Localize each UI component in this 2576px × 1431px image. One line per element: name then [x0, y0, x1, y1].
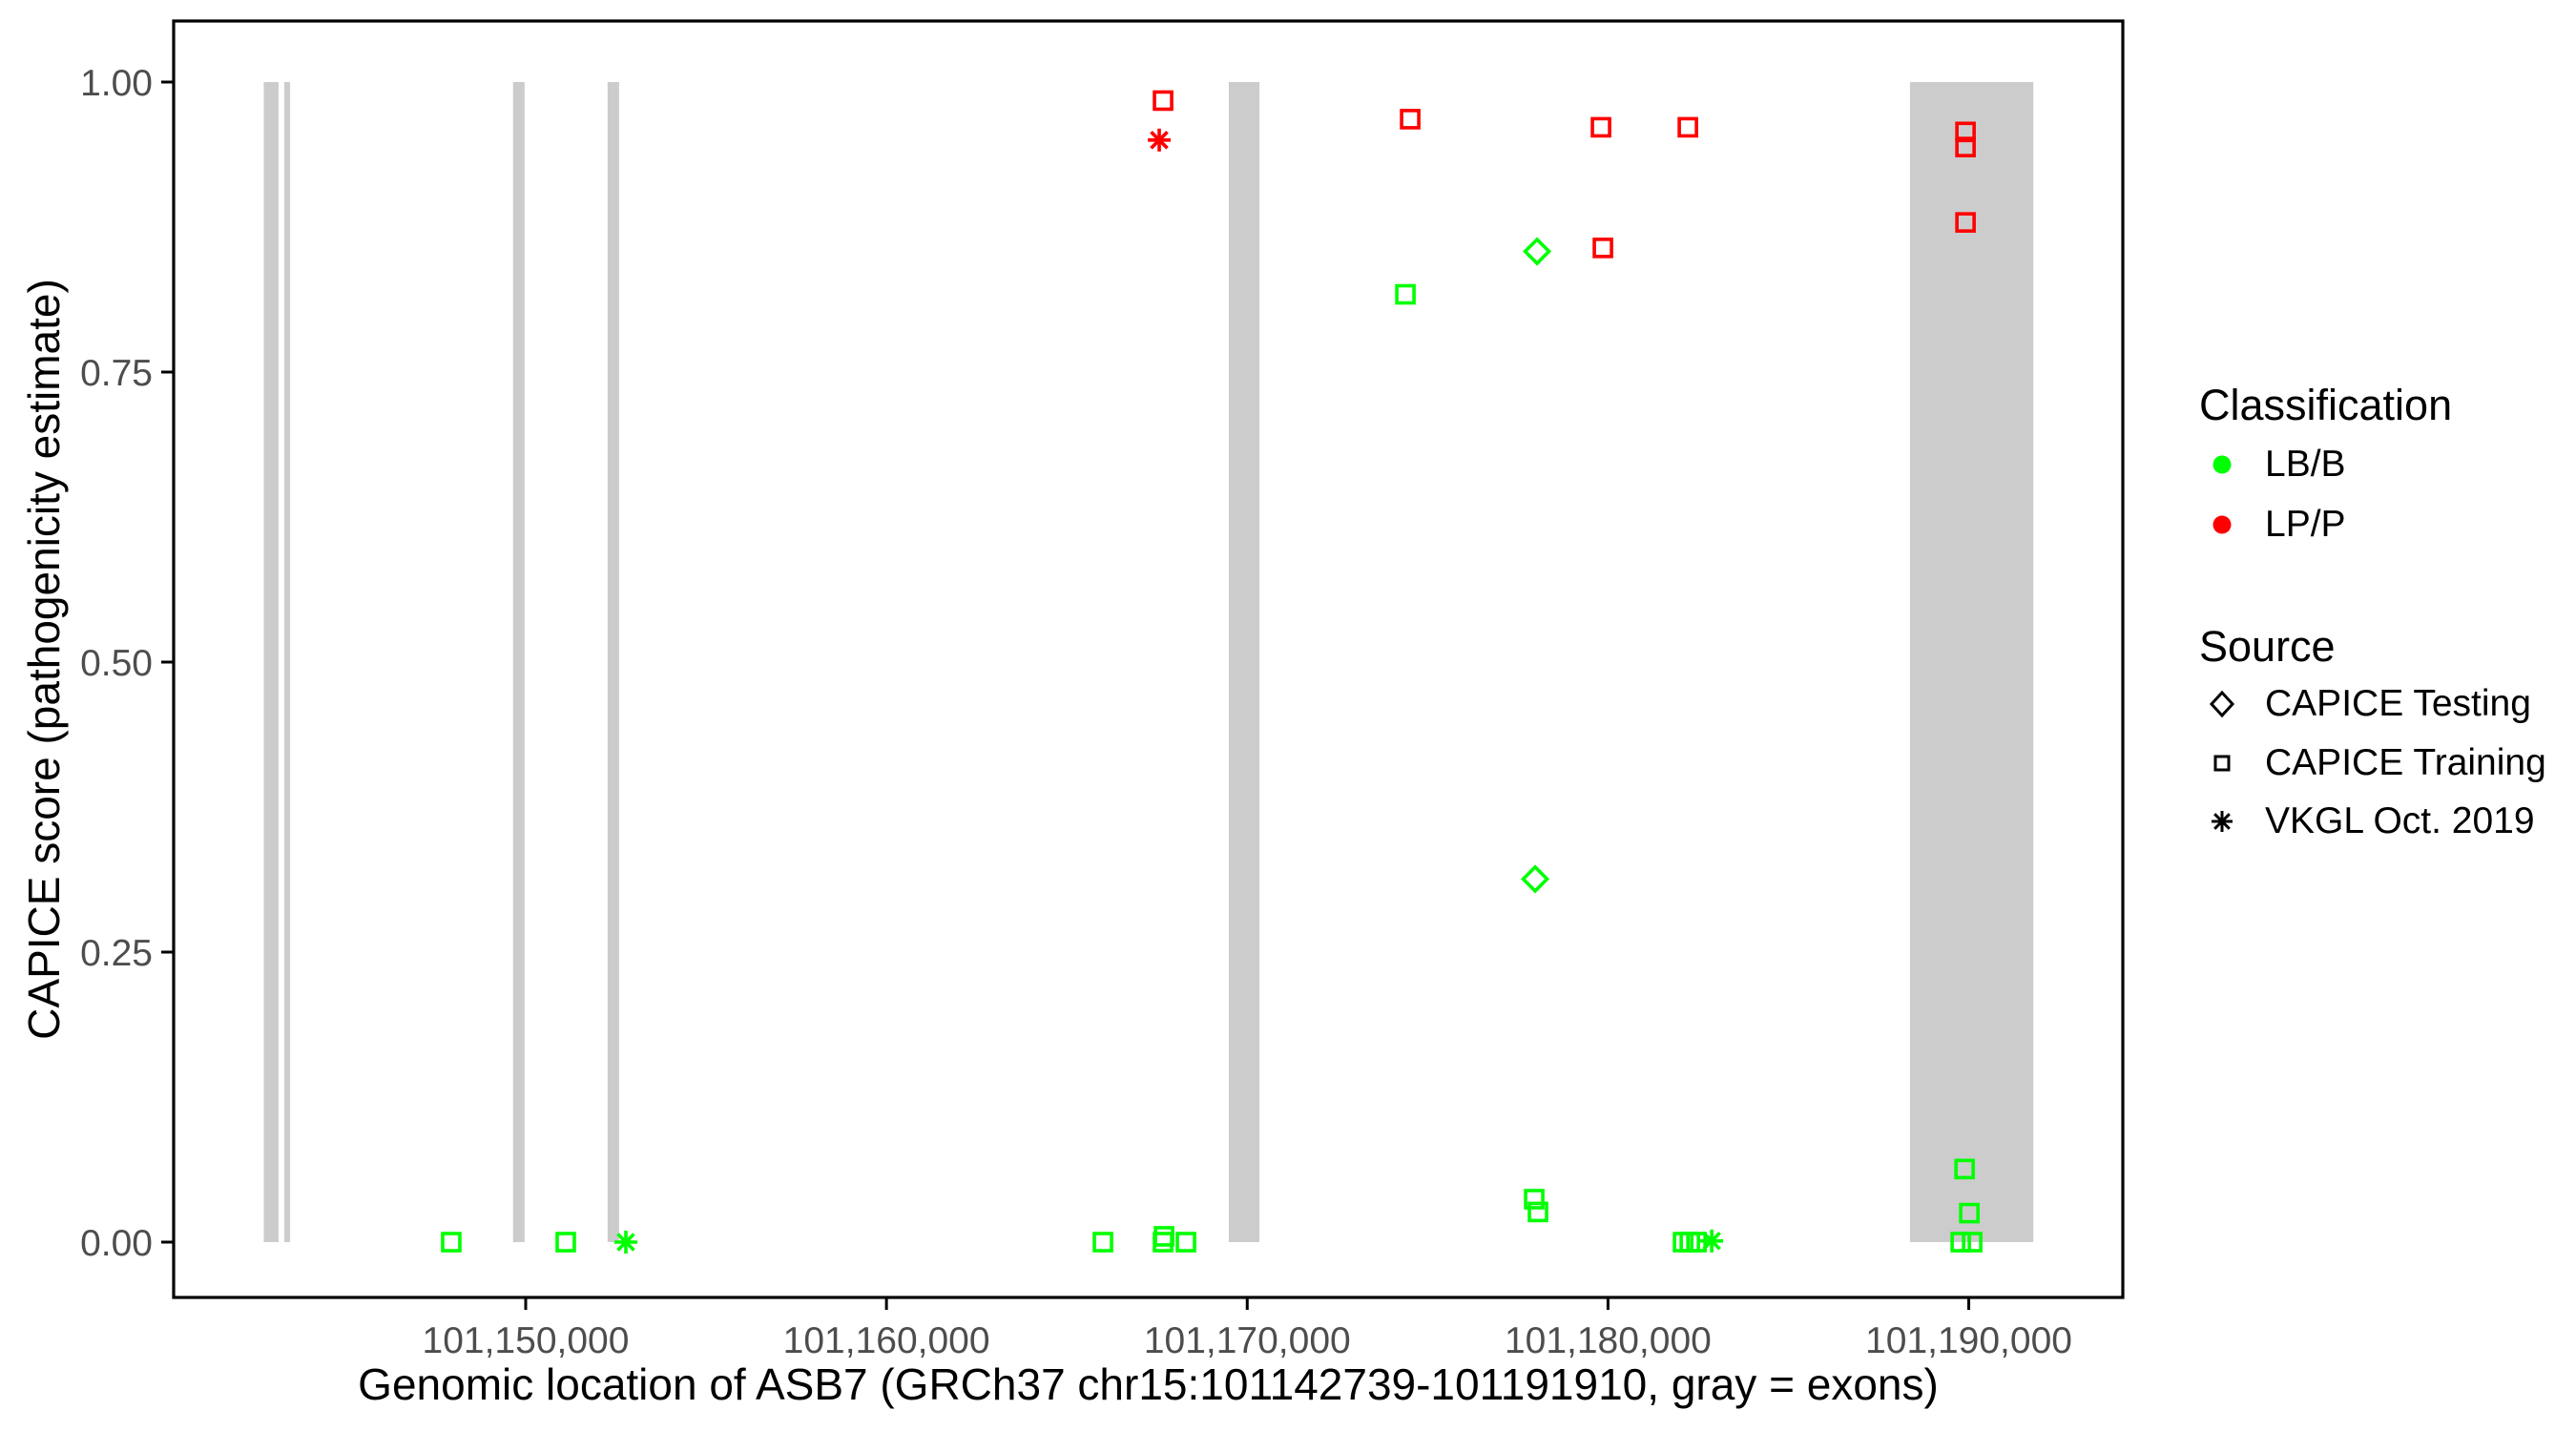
x-tick-label: 101,190,000	[1865, 1320, 2072, 1361]
x-tick-label: 101,150,000	[423, 1320, 630, 1361]
data-point-square	[1153, 90, 1174, 112]
data-point-asterisk	[1148, 128, 1172, 152]
square-icon	[2194, 740, 2250, 786]
y-axis-title: CAPICE score (pathogenicity estimate)	[19, 279, 69, 1040]
exon-band	[284, 82, 291, 1242]
data-point-square	[555, 1232, 576, 1253]
data-point-square	[1395, 283, 1416, 305]
y-tick-label: 0.75	[80, 353, 153, 394]
data-point-square	[1524, 1189, 1545, 1210]
asterisk-icon	[2194, 798, 2250, 844]
data-point-square	[1592, 238, 1613, 259]
data-point-square	[1955, 212, 1976, 233]
legend-item-label: LB/B	[2265, 444, 2346, 485]
y-tick-label: 0.25	[80, 933, 153, 974]
x-axis-title: Genomic location of ASB7 (GRCh37 chr15:1…	[358, 1359, 1939, 1409]
legend-item-label: CAPICE Testing	[2265, 683, 2531, 724]
data-point-asterisk	[613, 1231, 637, 1254]
x-tick-label: 101,170,000	[1144, 1320, 1351, 1361]
data-point-square	[1590, 116, 1611, 138]
data-point-square	[1092, 1232, 1113, 1253]
legend-item-vkgl: VKGL Oct. 2019	[2194, 798, 2535, 844]
legend-classification-title: Classification	[2199, 381, 2453, 429]
data-point-square	[1955, 121, 1976, 143]
exon-band	[263, 82, 279, 1242]
legend-item-label: VKGL Oct. 2019	[2265, 800, 2535, 841]
data-point-square	[1153, 1232, 1174, 1253]
legend-item-label: CAPICE Training	[2265, 742, 2546, 783]
data-point-square	[1527, 1201, 1548, 1223]
lbb-dot-icon	[2194, 442, 2250, 487]
data-point-square	[1679, 1232, 1700, 1253]
exon-band	[1228, 82, 1260, 1242]
data-point-square	[1955, 136, 1976, 157]
legend-item-lpp: LP/P	[2194, 502, 2346, 548]
x-tick-label: 101,160,000	[783, 1320, 990, 1361]
data-point-square	[1400, 109, 1421, 130]
exon-band	[512, 82, 525, 1242]
data-point-square	[1954, 1158, 1975, 1180]
legend-item-capice-training: CAPICE Training	[2194, 740, 2546, 786]
lpp-dot-icon	[2194, 502, 2250, 548]
exon-band	[607, 82, 619, 1242]
data-point-square	[1959, 1202, 1980, 1224]
legend-item-label: LP/P	[2265, 504, 2346, 545]
x-tick-label: 101,180,000	[1505, 1320, 1712, 1361]
data-point-square	[441, 1232, 462, 1253]
data-point-square	[1950, 1232, 1971, 1253]
diamond-icon	[2194, 681, 2250, 727]
y-tick-label: 0.50	[80, 643, 153, 684]
data-point-square	[1175, 1232, 1196, 1253]
exon-band	[1909, 82, 2034, 1242]
legend-source-title: Source	[2199, 622, 2336, 671]
data-point-diamond	[1521, 864, 1550, 894]
legend-item-capice-testing: CAPICE Testing	[2194, 681, 2531, 727]
y-tick-label: 1.00	[80, 63, 153, 104]
data-point-square	[1677, 116, 1698, 138]
data-point-diamond	[1523, 237, 1552, 266]
legend-item-lbb: LB/B	[2194, 442, 2346, 487]
data-point-asterisk	[1700, 1229, 1724, 1253]
y-tick-label: 0.00	[80, 1223, 153, 1264]
data-point-square	[1962, 1232, 1983, 1253]
legend: Classification LB/B LP/P Source CAPICE T…	[2194, 0, 2576, 1431]
panel-border	[172, 19, 2125, 1299]
